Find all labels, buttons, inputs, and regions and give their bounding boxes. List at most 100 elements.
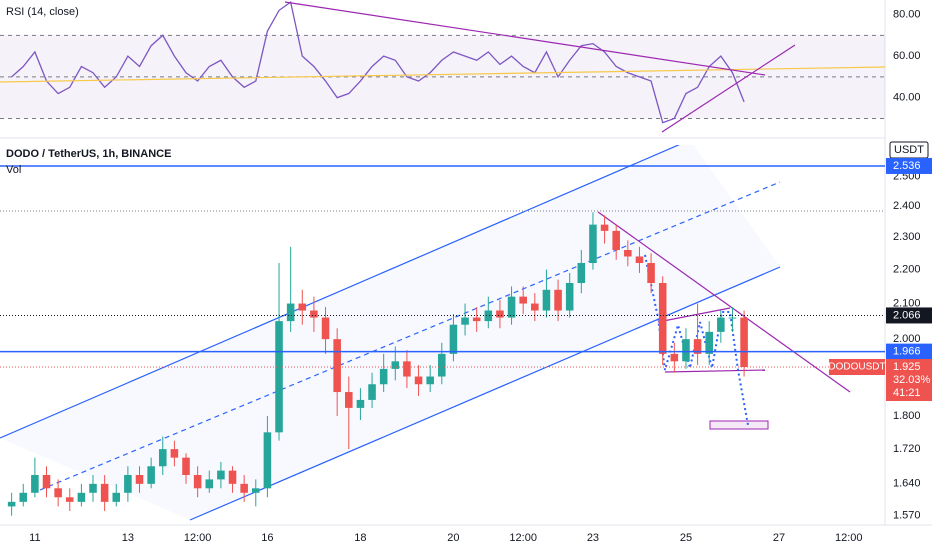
x-tick-label: 12:00 (184, 532, 212, 544)
candle-body (670, 353, 679, 362)
candle-body (240, 483, 248, 493)
candle-body (112, 492, 121, 502)
y-tick-label: 2.000 (893, 333, 921, 345)
candle-body (263, 432, 272, 489)
rsi-trendline (284, 1, 766, 76)
candle-body (7, 501, 16, 507)
candle-body (345, 392, 353, 408)
flag-lower (664, 369, 766, 373)
last-symbol: DODOUSDT (828, 362, 885, 373)
candle-body (438, 353, 446, 377)
y-tick-label: 1.720 (893, 443, 921, 455)
last-change: 32.03% (893, 374, 931, 386)
candle-body (147, 466, 155, 484)
last-price-box (886, 358, 932, 401)
candle-body (612, 230, 620, 250)
candle-body (275, 321, 283, 433)
candle-body (403, 361, 411, 377)
price-pane (0, 145, 885, 521)
candle-body (461, 317, 469, 325)
candle-body (205, 479, 214, 489)
candle-body (740, 317, 748, 367)
x-tick-label: 16 (261, 532, 273, 544)
candle-body (624, 249, 632, 257)
x-tick-label: 20 (447, 532, 459, 544)
candle-body (600, 224, 609, 231)
candle-body (565, 283, 574, 311)
candle-body (635, 256, 644, 264)
x-tick-label: 27 (773, 532, 785, 544)
candle-body (589, 224, 597, 264)
price-line-label: 2.066 (893, 309, 921, 321)
price-line-box (886, 307, 932, 324)
volume-label: Vol (6, 164, 21, 176)
candle-body (379, 368, 388, 385)
rsi-drawings (0, 1, 885, 133)
x-tick-label: 13 (122, 532, 134, 544)
y-tick-label: 1.800 (893, 410, 921, 422)
candle-body (531, 303, 539, 311)
candle-body (414, 376, 423, 385)
candle-body (193, 475, 202, 489)
last-symbol-box (829, 358, 885, 375)
x-tick-label: 25 (680, 532, 692, 544)
y-tick-label: 1.640 (893, 478, 921, 490)
y-tick-label: 2.100 (893, 297, 921, 309)
candle-body (426, 376, 434, 385)
y-tick-label: 60.00 (893, 50, 921, 62)
candle-body (100, 483, 109, 502)
channel-lower (189, 266, 781, 521)
x-tick-label: 11 (29, 532, 40, 544)
candle-body (333, 339, 341, 393)
candle-body (170, 449, 179, 458)
candle-body (77, 492, 86, 502)
price-line-label: 1.966 (893, 346, 921, 358)
rsi-trendline (661, 44, 796, 133)
rsi-pane (0, 0, 885, 124)
x-tick-label: 23 (587, 532, 599, 544)
y-tick-label: 1.570 (893, 510, 921, 522)
price-line-box (886, 157, 932, 174)
y-tick-label: 2.200 (893, 264, 921, 276)
candle-body (554, 289, 562, 311)
candle-body (158, 449, 167, 467)
symbol-title: DODO / TetherUS, 1h, BINANCE (6, 148, 171, 160)
candle-body (19, 492, 28, 502)
candle-body (682, 339, 690, 362)
candle-body (42, 475, 51, 489)
candle-body (519, 296, 527, 304)
price-line-box (886, 343, 932, 360)
candle-body (577, 263, 586, 284)
candle-body (472, 317, 481, 322)
axes: 80.0060.0040.002.5002.4002.3002.2002.100… (29, 8, 932, 544)
channel-fill (0, 145, 780, 520)
candle-body (391, 361, 400, 369)
target-box (709, 420, 769, 430)
candle-body (135, 475, 144, 484)
candle-body (717, 317, 725, 332)
candle-body (368, 384, 376, 400)
candle-body (705, 331, 713, 354)
candle-body (310, 310, 318, 318)
candle-body (658, 283, 667, 354)
trendline (597, 211, 851, 393)
x-tick-label: 18 (354, 532, 366, 544)
candle-body (321, 317, 330, 340)
y-tick-label: 2.300 (893, 231, 921, 243)
candle-body (298, 303, 307, 311)
last-price: 1.925 (893, 361, 921, 373)
candle-body (542, 289, 551, 311)
candle-body (693, 339, 702, 354)
channel-mid (39, 181, 781, 491)
candle-body (507, 296, 516, 318)
candle-body (65, 497, 74, 502)
candle-body (124, 475, 132, 493)
rsi-trendline (0, 66, 885, 83)
last-countdown: 41:21 (893, 387, 921, 399)
candle-body (54, 488, 62, 498)
y-tick-label: 80.00 (893, 8, 921, 20)
candle-body (228, 470, 237, 484)
candle-body (496, 310, 504, 318)
